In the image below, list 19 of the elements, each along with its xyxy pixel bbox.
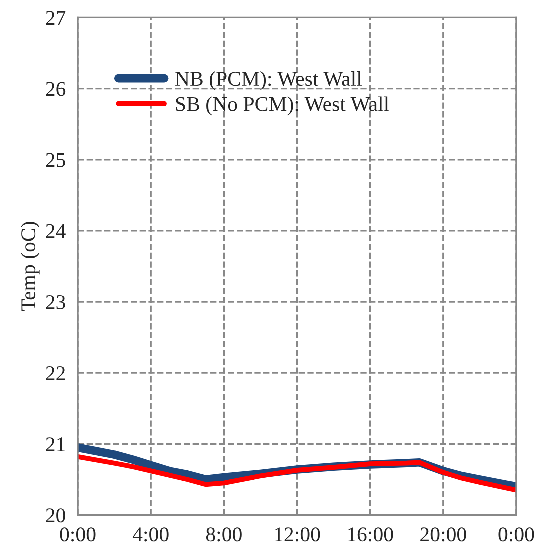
y-tick-label: 26 [46,82,66,96]
x-tick-label: 20:00 [420,528,466,542]
x-tick-label: 16:00 [348,528,394,542]
y-tick-label: 23 [46,295,66,310]
y-tick-label: 21 [46,438,65,452]
legend-label: NB (PCM): West Wall [176,71,362,90]
y-tick-label: 20 [46,508,66,523]
line-series [78,454,516,493]
y-tick-label: 25 [46,153,66,168]
y-tick-label: 22 [46,366,66,380]
y-axis-title: Temp (oC) [20,222,40,312]
y-tick-label: 27 [46,11,66,25]
y-tick-label: 24 [46,224,66,238]
legend-label: SB (No PCM): West Wall [176,96,390,116]
x-tick-label: 8:00 [206,528,242,542]
x-tick-label: 0:00 [60,528,96,542]
x-tick-label: 0:00 [498,528,534,542]
x-tick-label: 4:00 [132,528,169,542]
x-tick-label: 12:00 [275,528,320,542]
